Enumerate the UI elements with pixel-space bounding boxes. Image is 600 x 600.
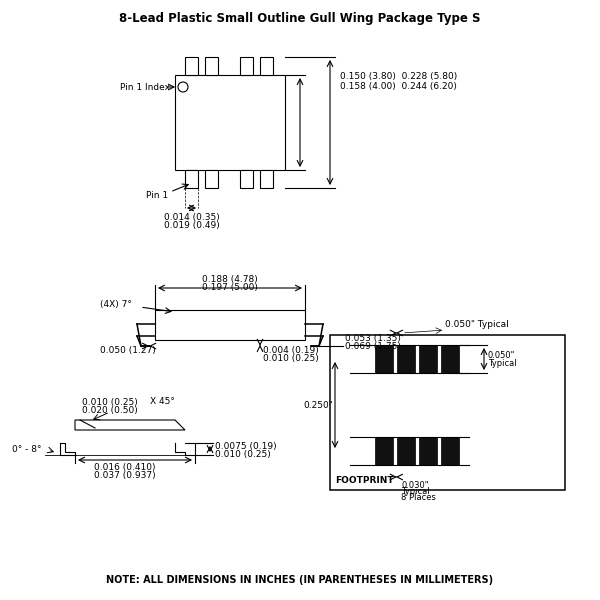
Bar (260, 170, 273, 188)
Bar (397, 437, 415, 465)
Text: (4X) 7°: (4X) 7° (100, 301, 132, 310)
Text: Typical: Typical (488, 358, 517, 367)
Text: 0.004 (0.19): 0.004 (0.19) (263, 346, 319, 355)
Bar (185, 57, 198, 75)
Text: 0.030": 0.030" (401, 481, 428, 490)
Text: FOOTPRINT: FOOTPRINT (335, 476, 394, 485)
Text: 0.010 (0.25): 0.010 (0.25) (215, 451, 271, 460)
Text: 0.016 (0.410): 0.016 (0.410) (94, 463, 156, 472)
Bar (397, 345, 415, 373)
Bar (155, 310, 305, 340)
Polygon shape (75, 420, 185, 430)
Text: 8-Lead Plastic Small Outline Gull Wing Package Type S: 8-Lead Plastic Small Outline Gull Wing P… (119, 12, 481, 25)
Bar (175, 75, 285, 170)
Bar (375, 345, 393, 373)
Text: 0.053 (1.35): 0.053 (1.35) (345, 334, 401, 343)
Bar (205, 57, 218, 75)
Bar (240, 170, 253, 188)
Bar (441, 345, 459, 373)
Text: 0.037 (0.937): 0.037 (0.937) (94, 471, 156, 480)
Text: 0.010 (0.25): 0.010 (0.25) (263, 354, 319, 363)
Text: 0.197 (5.00): 0.197 (5.00) (202, 283, 258, 292)
Bar (330, 335, 565, 490)
Text: 0.050" Typical: 0.050" Typical (445, 320, 509, 329)
Text: 0.014 (0.35): 0.014 (0.35) (164, 213, 220, 222)
Text: NOTE: ALL DIMENSIONS IN INCHES (IN PARENTHESES IN MILLIMETERS): NOTE: ALL DIMENSIONS IN INCHES (IN PAREN… (106, 575, 494, 585)
Text: Pin 1: Pin 1 (146, 191, 168, 199)
Bar (419, 345, 437, 373)
Text: X 45°: X 45° (150, 397, 175, 407)
Text: 8 Places: 8 Places (401, 493, 436, 502)
Text: 0.158 (4.00)  0.244 (6.20): 0.158 (4.00) 0.244 (6.20) (340, 82, 457, 91)
Text: 0.019 (0.49): 0.019 (0.49) (164, 221, 220, 230)
Text: Typical: Typical (401, 487, 430, 496)
Text: 0.050 (1.27): 0.050 (1.27) (100, 346, 156, 355)
Bar (260, 57, 273, 75)
Circle shape (178, 82, 188, 92)
Bar (441, 437, 459, 465)
Text: Pin 1 Index: Pin 1 Index (120, 82, 170, 91)
Text: 0.250": 0.250" (303, 401, 333, 409)
Text: 0.050": 0.050" (488, 350, 515, 359)
Bar (205, 170, 218, 188)
Text: 0.0075 (0.19): 0.0075 (0.19) (215, 443, 277, 451)
Text: 0.188 (4.78): 0.188 (4.78) (202, 275, 258, 284)
Bar (375, 437, 393, 465)
Bar (419, 437, 437, 465)
Text: 0° - 8°: 0° - 8° (13, 445, 42, 454)
Text: 0.150 (3.80)  0.228 (5.80): 0.150 (3.80) 0.228 (5.80) (340, 72, 457, 81)
Text: 0.020 (0.50): 0.020 (0.50) (82, 406, 138, 415)
Bar (185, 170, 198, 188)
Bar (240, 57, 253, 75)
Text: 0.069 (1.75): 0.069 (1.75) (345, 342, 401, 351)
Text: 0.010 (0.25): 0.010 (0.25) (82, 397, 138, 407)
